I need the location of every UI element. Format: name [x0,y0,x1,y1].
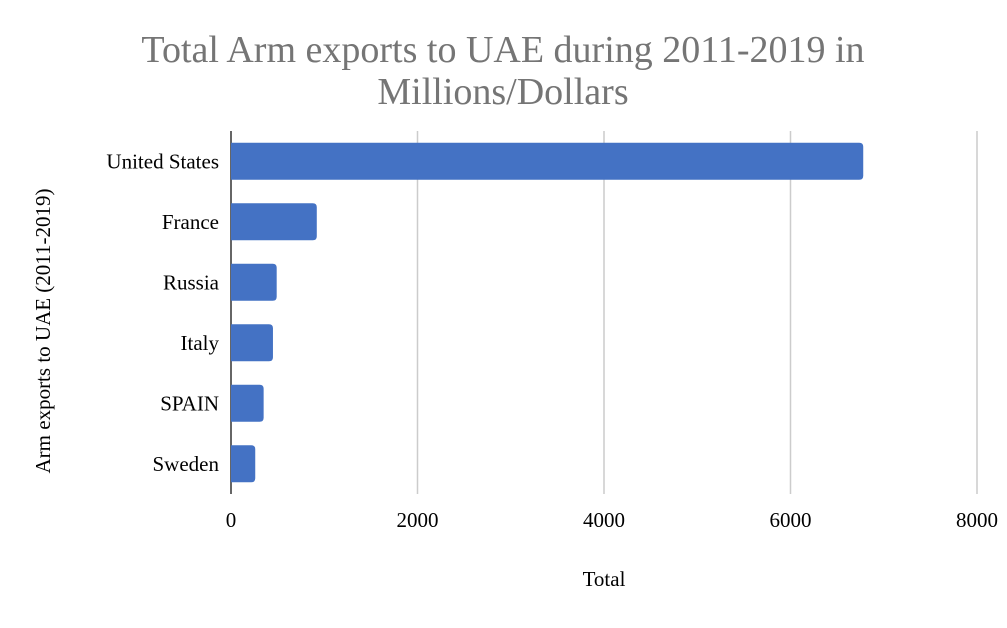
x-tick-label-0: 0 [226,508,237,532]
category-label-united-states: United States [106,149,219,173]
gridlines [230,131,978,494]
category-label-france: France [162,210,219,234]
x-tick-labels: 0 2000 4000 6000 8000 [226,508,998,532]
category-label-russia: Russia [163,270,220,294]
x-tick-label-4000: 4000 [583,508,625,532]
bar-italy [231,324,273,362]
chart-title-line-1: Total Arm exports to UAE during 2011-201… [141,29,864,71]
category-label-italy: Italy [181,331,220,355]
bars [231,142,864,483]
category-label-spain: SPAIN [160,391,219,415]
bar-russia [231,263,277,301]
bar-united-states [231,142,864,180]
x-tick-label-2000: 2000 [397,508,439,532]
bar-sweden [231,445,256,483]
category-label-sweden: Sweden [153,452,220,476]
category-labels: United States France Russia Italy SPAIN Swede… [106,149,219,476]
x-tick-label-8000: 8000 [956,508,998,532]
chart-title-line-2: Millions/Dollars [377,71,628,113]
bar-france [231,203,317,241]
x-tick-label-6000: 6000 [770,508,812,532]
y-axis-title: Arm exports to UAE (2011-2019) [31,188,55,473]
x-axis-title: Total [583,567,626,591]
bar-spain [231,384,264,422]
